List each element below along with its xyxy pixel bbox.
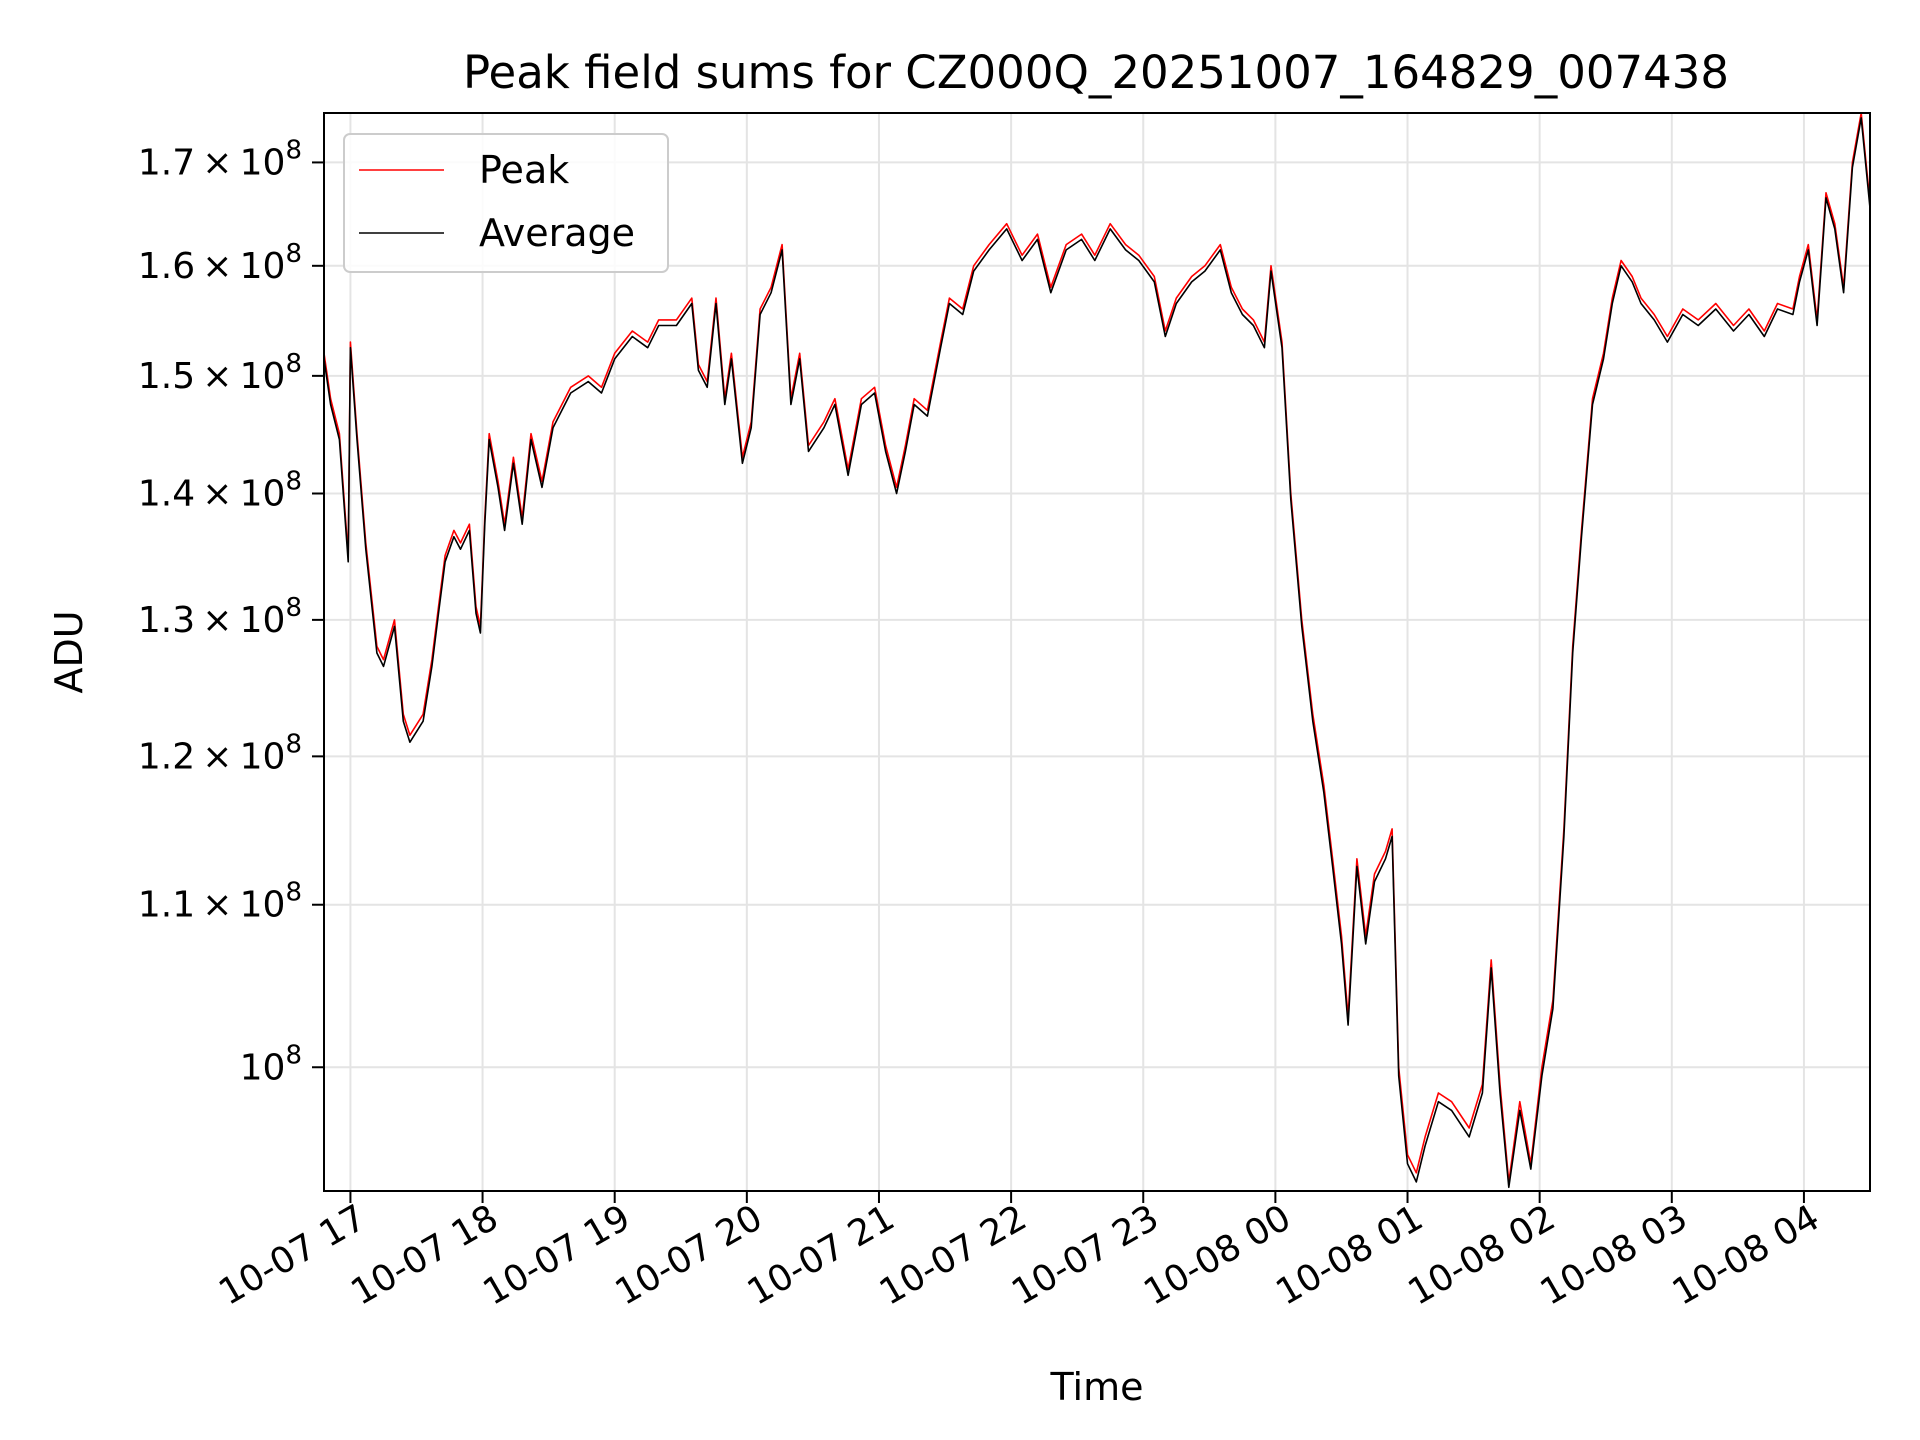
x-tick-label: 10-07 22	[873, 1197, 1034, 1313]
legend-frame	[343, 133, 669, 273]
x-tick-label: 10-08 01	[1269, 1197, 1430, 1313]
x-tick-label: 10-07 19	[477, 1197, 638, 1313]
y-axis: 108 1.1 × 108 1.2 × 108 1.3 × 108 1.4 × 108 1…	[138, 135, 324, 1088]
y-axis-label: ADU	[47, 610, 91, 693]
x-tick-label: 10-07 20	[609, 1197, 770, 1313]
x-tick-label: 10-08 04	[1666, 1197, 1827, 1313]
legend-label-average: Average	[479, 211, 635, 255]
x-tick-label: 10-07 23	[1005, 1197, 1166, 1313]
x-tick-label: 10-07 21	[741, 1197, 902, 1313]
y-tick-label: 1.3 × 108	[138, 593, 302, 641]
series-line-average	[324, 117, 1870, 1189]
chart-title: Peak field sums for CZ000Q_20251007_1648…	[463, 46, 1729, 99]
legend-label-peak: Peak	[479, 148, 569, 192]
x-axis-label: Time	[1050, 1365, 1144, 1409]
y-tick-label: 108	[240, 1040, 302, 1088]
plot-area	[324, 113, 1870, 1189]
y-tick-label: 1.1 × 108	[138, 878, 302, 926]
x-tick-label: 10-08 03	[1534, 1197, 1695, 1313]
legend: Peak Average	[343, 133, 669, 273]
x-tick-label: 10-07 17	[212, 1197, 373, 1313]
x-tick-label: 10-08 02	[1401, 1197, 1562, 1313]
y-tick-label: 1.4 × 108	[138, 467, 302, 515]
series-line-peak	[324, 113, 1870, 1183]
x-tick-label: 10-08 00	[1137, 1197, 1298, 1313]
y-tick-label: 1.6 × 108	[138, 239, 302, 287]
y-tick-label: 1.7 × 108	[138, 135, 302, 183]
x-tick-label: 10-07 18	[344, 1197, 505, 1313]
grid	[324, 113, 1870, 1191]
y-tick-label: 1.2 × 108	[138, 729, 302, 777]
y-tick-label: 1.5 × 108	[138, 349, 302, 397]
plot-frame	[323, 112, 1871, 1192]
